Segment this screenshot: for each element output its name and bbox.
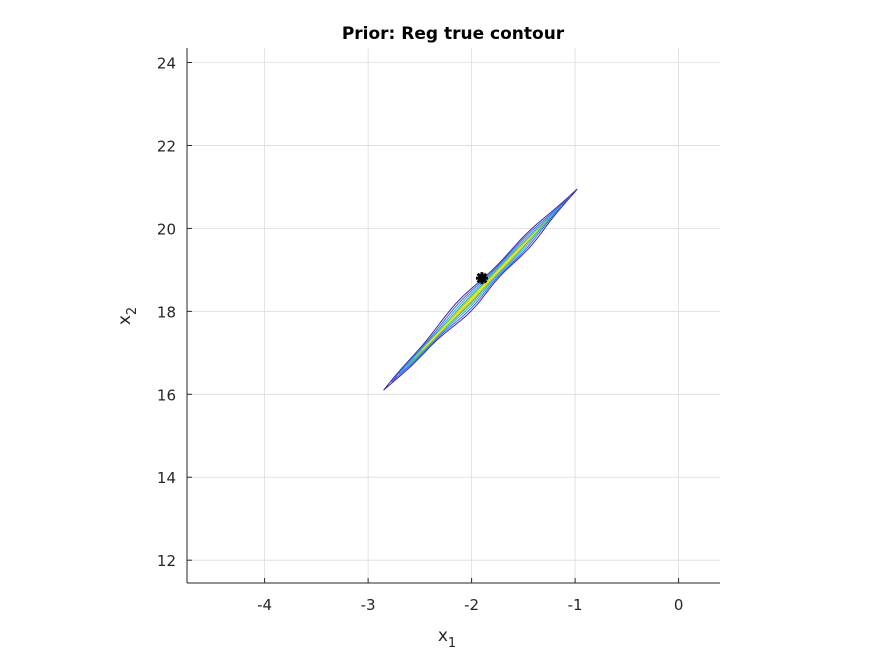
tick-labels: -4 -3 -2 -1 0 12 14 16 18 20 22 24: [157, 55, 683, 614]
x-tick-label: 0: [674, 596, 684, 614]
x-tick-label: -1: [568, 596, 583, 614]
x-axis-label: x1: [438, 626, 456, 651]
y-tick-label: 22: [157, 137, 176, 155]
y-tick-label: 18: [157, 303, 176, 321]
x-tick-label: -4: [257, 596, 272, 614]
y-tick-label: 14: [157, 469, 176, 487]
contour-level: [398, 204, 563, 375]
contour-plot: [383, 188, 578, 391]
y-tick-label: 12: [157, 552, 176, 570]
contour-level: [383, 188, 578, 391]
y-tick-label: 16: [157, 386, 176, 404]
x-tick-label: -2: [464, 596, 479, 614]
y-tick-label: 20: [157, 220, 176, 238]
axes: [186, 48, 720, 584]
x-tick-label: -3: [361, 596, 376, 614]
marker-stroke: [476, 272, 488, 284]
peak-marker: [475, 272, 488, 285]
contour-level: [391, 196, 570, 383]
y-axis-label: x2: [115, 307, 140, 325]
y-tick-label: 24: [157, 55, 176, 73]
chart-title: Prior: Reg true contour: [342, 24, 565, 44]
contour-level: [421, 228, 539, 351]
